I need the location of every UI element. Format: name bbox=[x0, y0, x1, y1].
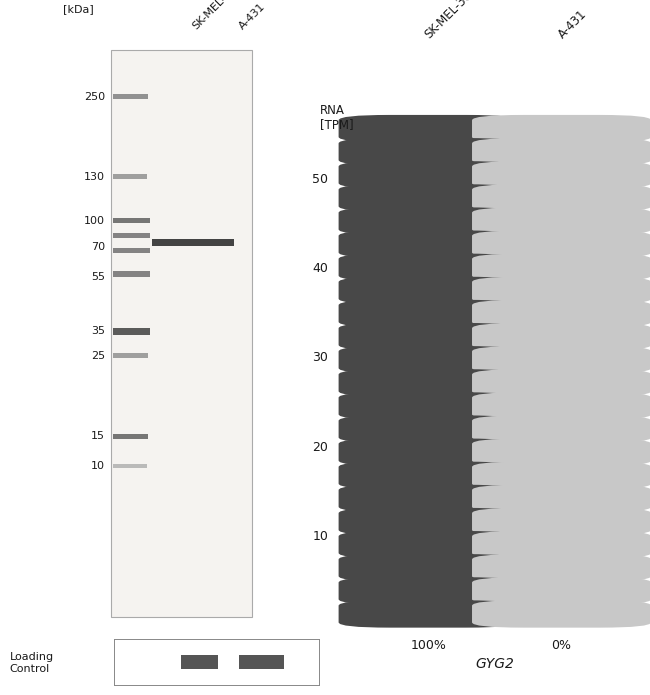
FancyBboxPatch shape bbox=[472, 254, 650, 281]
FancyBboxPatch shape bbox=[472, 439, 650, 466]
Text: 10: 10 bbox=[91, 461, 105, 471]
FancyBboxPatch shape bbox=[113, 95, 148, 99]
FancyBboxPatch shape bbox=[339, 600, 517, 628]
FancyBboxPatch shape bbox=[472, 461, 650, 489]
FancyBboxPatch shape bbox=[111, 49, 252, 616]
FancyBboxPatch shape bbox=[472, 531, 650, 558]
FancyBboxPatch shape bbox=[339, 578, 517, 605]
Text: 100: 100 bbox=[84, 216, 105, 226]
FancyBboxPatch shape bbox=[472, 369, 650, 396]
FancyBboxPatch shape bbox=[113, 464, 147, 468]
FancyBboxPatch shape bbox=[113, 247, 150, 253]
FancyBboxPatch shape bbox=[472, 508, 650, 535]
Text: 35: 35 bbox=[91, 327, 105, 336]
Text: 20: 20 bbox=[312, 441, 328, 454]
FancyBboxPatch shape bbox=[339, 439, 517, 466]
FancyBboxPatch shape bbox=[339, 346, 517, 373]
FancyBboxPatch shape bbox=[152, 240, 234, 246]
Text: A-431: A-431 bbox=[237, 2, 267, 32]
Text: Loading
Control: Loading Control bbox=[10, 652, 54, 674]
Text: 55: 55 bbox=[91, 272, 105, 282]
FancyBboxPatch shape bbox=[472, 392, 650, 420]
Text: 10: 10 bbox=[312, 530, 328, 543]
FancyBboxPatch shape bbox=[339, 369, 517, 396]
FancyBboxPatch shape bbox=[472, 578, 650, 605]
Text: 250: 250 bbox=[84, 92, 105, 101]
FancyBboxPatch shape bbox=[339, 207, 517, 235]
FancyBboxPatch shape bbox=[339, 115, 517, 142]
FancyBboxPatch shape bbox=[339, 161, 517, 188]
FancyBboxPatch shape bbox=[339, 554, 517, 582]
FancyBboxPatch shape bbox=[472, 416, 650, 443]
FancyBboxPatch shape bbox=[339, 231, 517, 258]
FancyBboxPatch shape bbox=[339, 461, 517, 489]
Text: 130: 130 bbox=[84, 172, 105, 181]
FancyBboxPatch shape bbox=[113, 354, 148, 358]
FancyBboxPatch shape bbox=[472, 346, 650, 373]
FancyBboxPatch shape bbox=[113, 233, 150, 238]
FancyBboxPatch shape bbox=[472, 323, 650, 350]
FancyBboxPatch shape bbox=[339, 485, 517, 512]
FancyBboxPatch shape bbox=[339, 254, 517, 281]
FancyBboxPatch shape bbox=[339, 508, 517, 535]
Text: Low: Low bbox=[217, 649, 240, 662]
FancyBboxPatch shape bbox=[339, 416, 517, 443]
FancyBboxPatch shape bbox=[339, 531, 517, 558]
FancyBboxPatch shape bbox=[472, 485, 650, 512]
FancyBboxPatch shape bbox=[113, 434, 148, 439]
FancyBboxPatch shape bbox=[339, 277, 517, 304]
FancyBboxPatch shape bbox=[472, 600, 650, 628]
Text: 25: 25 bbox=[91, 350, 105, 361]
FancyBboxPatch shape bbox=[113, 218, 150, 224]
Text: 40: 40 bbox=[312, 262, 328, 275]
FancyBboxPatch shape bbox=[472, 115, 650, 142]
FancyBboxPatch shape bbox=[472, 138, 650, 165]
Text: 100%: 100% bbox=[410, 639, 446, 652]
FancyBboxPatch shape bbox=[472, 161, 650, 188]
FancyBboxPatch shape bbox=[339, 323, 517, 350]
Text: SK-MEL-30: SK-MEL-30 bbox=[190, 0, 239, 32]
Text: 70: 70 bbox=[91, 243, 105, 252]
Text: A-431: A-431 bbox=[556, 8, 590, 41]
FancyBboxPatch shape bbox=[339, 392, 517, 420]
Text: 15: 15 bbox=[91, 432, 105, 441]
Text: 0%: 0% bbox=[552, 639, 571, 652]
FancyBboxPatch shape bbox=[472, 207, 650, 235]
Text: SK-MEL-30: SK-MEL-30 bbox=[422, 0, 474, 41]
FancyBboxPatch shape bbox=[472, 554, 650, 582]
FancyBboxPatch shape bbox=[472, 184, 650, 211]
FancyBboxPatch shape bbox=[113, 174, 147, 179]
FancyBboxPatch shape bbox=[472, 231, 650, 258]
Text: RNA
[TPM]: RNA [TPM] bbox=[320, 104, 353, 131]
FancyBboxPatch shape bbox=[113, 271, 150, 277]
FancyBboxPatch shape bbox=[472, 277, 650, 304]
FancyBboxPatch shape bbox=[472, 300, 650, 327]
Text: High: High bbox=[161, 649, 188, 662]
Text: 30: 30 bbox=[312, 352, 328, 364]
FancyBboxPatch shape bbox=[239, 655, 283, 669]
FancyBboxPatch shape bbox=[113, 328, 150, 335]
FancyBboxPatch shape bbox=[339, 184, 517, 211]
FancyBboxPatch shape bbox=[181, 655, 218, 669]
FancyBboxPatch shape bbox=[339, 138, 517, 165]
Text: GYG2: GYG2 bbox=[475, 657, 514, 671]
Text: [kDa]: [kDa] bbox=[62, 4, 94, 14]
Text: 50: 50 bbox=[312, 173, 328, 186]
FancyBboxPatch shape bbox=[339, 300, 517, 327]
